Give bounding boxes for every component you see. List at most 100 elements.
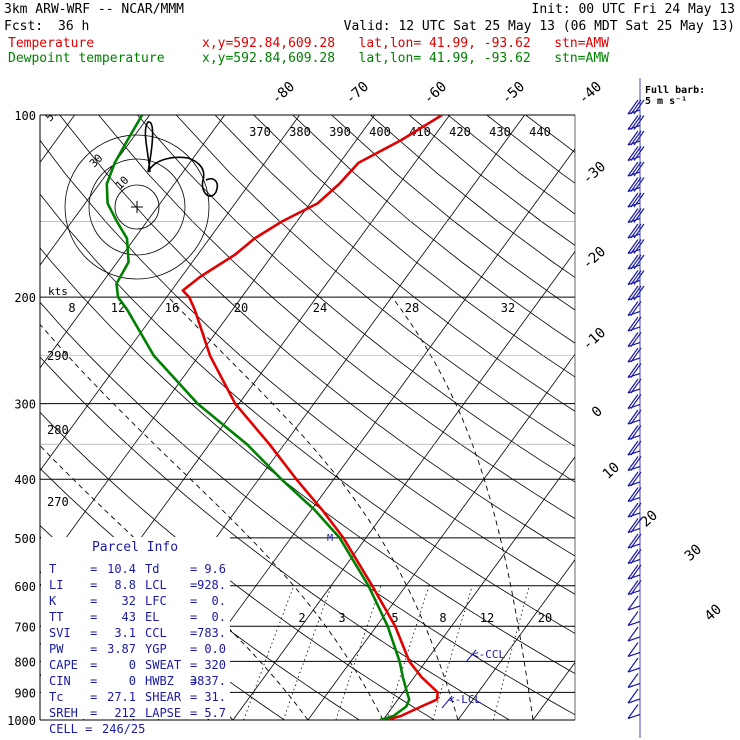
parcel-param-value: 3837. xyxy=(190,674,226,688)
parcel-param-name: SHEAR xyxy=(145,690,182,704)
wind-barb-flag xyxy=(630,208,642,223)
pressure-label: 400 xyxy=(14,473,36,487)
parcel-param-name: SWEAT xyxy=(145,658,181,672)
wind-barb xyxy=(627,115,645,131)
wind-barb xyxy=(627,688,641,704)
parcel-param-name: EL xyxy=(145,610,159,624)
dry-adiabat-line xyxy=(292,115,575,344)
wind-barb-staff xyxy=(627,341,641,348)
wind-barb-flag xyxy=(630,549,642,564)
isotherm-label: -10 xyxy=(580,325,610,354)
wind-barb-staff xyxy=(627,264,641,270)
hodo-ring xyxy=(64,134,210,280)
moist-adiabat-line xyxy=(587,297,608,720)
parcel-param-name: CAPE xyxy=(49,658,78,672)
isotherm-label: -30 xyxy=(580,159,610,188)
isotherm-label: 40 xyxy=(702,601,725,624)
wind-barb-flag xyxy=(627,161,639,177)
wind-barb xyxy=(627,285,645,301)
wind-barb xyxy=(627,657,641,673)
isotherm-label: -40 xyxy=(576,79,606,108)
parcel-param-value: 928. xyxy=(197,578,226,592)
parcel-param-eq: = xyxy=(90,658,97,672)
wind-barb-flag xyxy=(630,564,642,580)
wind-barb-flag xyxy=(627,456,639,471)
wind-barb-staff xyxy=(627,558,641,565)
wind-barb-staff xyxy=(627,279,641,286)
pressure-label: 700 xyxy=(14,620,36,634)
hodo-ring-label: 30 xyxy=(87,152,106,171)
wind-barb xyxy=(627,161,645,177)
wind-barb-flag xyxy=(630,254,642,270)
wind-barb-flag xyxy=(627,704,639,719)
moist-adiabat-line xyxy=(167,296,459,720)
barb-legend-title: Full barb: xyxy=(645,85,705,96)
wind-barb-flag xyxy=(630,161,642,177)
barb-legend-units: 5 m s⁻¹ xyxy=(645,96,687,107)
wind-barb-staff xyxy=(627,527,641,534)
parcel-param-eq: = xyxy=(190,706,197,720)
wind-barb-staff xyxy=(627,310,641,317)
wind-barb-flag xyxy=(630,502,642,518)
wind-barb-flag xyxy=(627,440,639,456)
parcel-param-name: PW xyxy=(49,642,64,656)
wind-barb-staff xyxy=(627,357,641,363)
isotherm-line xyxy=(40,115,150,266)
wind-barb-flag xyxy=(627,657,639,673)
mixing-ratio-line xyxy=(335,585,382,720)
wind-barb-flag xyxy=(630,177,642,192)
wind-barb-staff xyxy=(627,620,641,627)
wind-barb xyxy=(627,223,645,239)
wind-barb-flag xyxy=(627,99,639,115)
parcel-param-value: 0. xyxy=(212,610,226,624)
wind-barb-flag xyxy=(633,254,645,270)
parcel-param-name: CCL xyxy=(145,626,167,640)
parcel-param-value: 0 xyxy=(129,658,136,672)
dry-adiabat-line xyxy=(253,115,575,378)
wind-barb-flag xyxy=(633,239,645,254)
parcel-param-value: 5.7 xyxy=(204,706,226,720)
wind-barb-staff xyxy=(627,326,641,332)
wind-barb-staff xyxy=(627,140,641,146)
mixing-ratio-label: 2 xyxy=(298,611,305,625)
wind-barb-staff xyxy=(627,450,641,456)
wind-barb-staff xyxy=(627,682,641,689)
parcel-param-value: 32 xyxy=(122,594,136,608)
wind-barb xyxy=(627,409,642,425)
wind-barb-flag xyxy=(627,270,639,285)
parcel-param-name: T xyxy=(49,562,56,576)
hodo-speed-label: 28 xyxy=(405,301,419,315)
wind-barb-flag xyxy=(630,332,642,347)
wind-barb-staff xyxy=(627,171,641,177)
theta-label: 380 xyxy=(289,125,311,139)
wind-barb-staff xyxy=(627,372,641,379)
wind-barb-flag xyxy=(630,115,642,130)
wind-barb-flag xyxy=(630,316,642,332)
parcel-param-value: 0.0 xyxy=(204,642,226,656)
parcel-param-value: 0 xyxy=(129,674,136,688)
wind-barb-staff xyxy=(627,202,641,208)
isotherm-line xyxy=(307,353,575,720)
wind-barb-flag xyxy=(630,192,642,208)
wind-barb-flag xyxy=(627,208,639,223)
wind-barb xyxy=(627,177,645,193)
wind-barb-flag xyxy=(627,254,639,270)
wind-barb-flag xyxy=(627,192,639,208)
temperature-legend: Temperature xyxy=(8,36,95,51)
wind-barb-flag xyxy=(627,502,639,518)
parcel-param-eq: = xyxy=(190,610,197,624)
wind-barb-flag xyxy=(627,409,639,425)
isotherm-label: -60 xyxy=(421,79,451,108)
wind-barb-staff xyxy=(627,667,641,673)
wind-barb-flag xyxy=(627,673,639,688)
init-time: Init: 00 UTC Fri 24 May 13 xyxy=(531,2,736,17)
hodo-speed-label: 24 xyxy=(313,301,327,315)
theta-label: 400 xyxy=(369,125,391,139)
wind-barb-flag xyxy=(627,177,639,192)
wind-barb-flag xyxy=(627,223,639,239)
parcel-marker: M xyxy=(327,533,333,544)
pressure-label: 300 xyxy=(14,398,36,412)
wind-barb-flag xyxy=(627,378,639,394)
parcel-param-name: Tc xyxy=(49,690,63,704)
